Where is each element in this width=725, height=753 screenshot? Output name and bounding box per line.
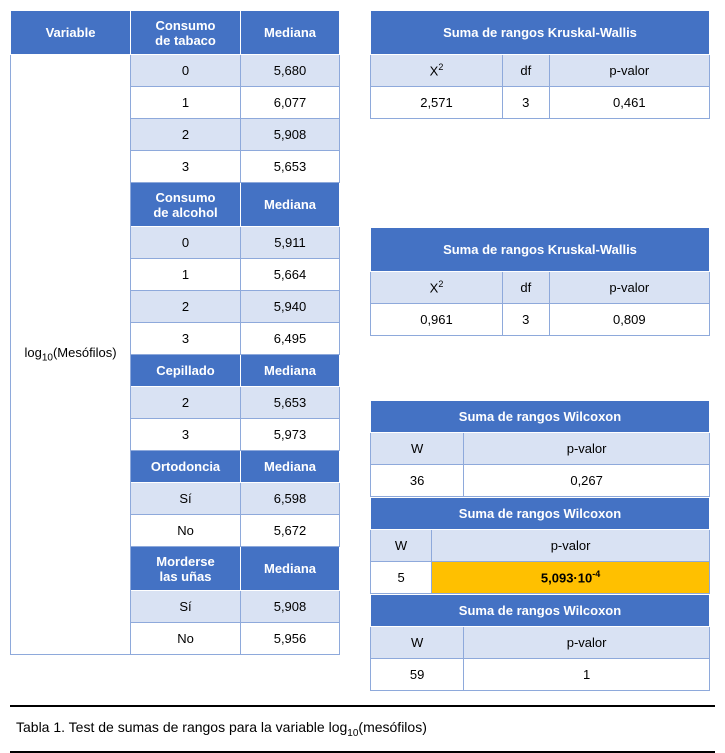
col-mediana-header: Mediana (241, 451, 340, 483)
median-cell: 6,598 (241, 483, 340, 515)
stats-value: 0,267 (464, 465, 710, 497)
variable-value: log10(Mesófilos) (11, 55, 131, 655)
level-cell: No (131, 623, 241, 655)
stats-value: 3 (503, 304, 550, 336)
stats-block: Suma de rangos Kruskal-WallisX2dfp-valor… (370, 10, 710, 119)
stats-col-header: p-valor (464, 433, 710, 465)
stats-title: Suma de rangos Wilcoxon (371, 595, 710, 627)
section-header: Consumode alcohol (131, 183, 241, 227)
stats-value: 2,571 (371, 87, 503, 119)
median-cell: 5,653 (241, 151, 340, 183)
level-cell: Sí (131, 483, 241, 515)
median-cell: 5,680 (241, 55, 340, 87)
level-cell: 1 (131, 87, 241, 119)
level-cell: 2 (131, 387, 241, 419)
level-cell: 3 (131, 323, 241, 355)
col-mediana-header: Mediana (241, 547, 340, 591)
stats-value: 5,093·10-4 (432, 562, 710, 594)
level-cell: 2 (131, 291, 241, 323)
level-cell: 0 (131, 227, 241, 259)
median-cell: 6,495 (241, 323, 340, 355)
stats-value: 0,961 (371, 304, 503, 336)
col-mediana-header: Mediana (241, 355, 340, 387)
level-cell: 1 (131, 259, 241, 291)
section-header: Consumo de tabaco (131, 11, 241, 55)
caption-text: Tabla 1. Test de sumas de rangos para la… (16, 719, 427, 735)
median-cell: 6,077 (241, 87, 340, 119)
stats-block: Suma de rangos WilcoxonWp-valor55,093·10… (370, 497, 710, 594)
col-variable-header: Variable (11, 11, 131, 55)
median-cell: 5,956 (241, 623, 340, 655)
section-header: Cepillado (131, 355, 241, 387)
median-cell: 5,911 (241, 227, 340, 259)
median-cell: 5,940 (241, 291, 340, 323)
median-cell: 5,672 (241, 515, 340, 547)
stats-col-header: p-valor (432, 530, 710, 562)
left-table: VariableConsumo de tabacoMedianalog10(Me… (10, 10, 340, 655)
stats-value: 3 (503, 87, 550, 119)
stats-col-header: p-valor (549, 272, 709, 304)
stats-col-header: df (503, 55, 550, 87)
stats-block: Suma de rangos WilcoxonWp-valor591 (370, 594, 710, 691)
col-mediana-header: Mediana (241, 183, 340, 227)
col-mediana-header: Mediana (241, 11, 340, 55)
spacer (370, 119, 710, 227)
stats-value: 0,809 (549, 304, 709, 336)
level-cell: 3 (131, 151, 241, 183)
stats-col-header: X2 (371, 272, 503, 304)
level-cell: Sí (131, 591, 241, 623)
level-cell: 3 (131, 419, 241, 451)
median-cell: 5,653 (241, 387, 340, 419)
spacer (370, 336, 710, 400)
median-cell: 5,908 (241, 119, 340, 151)
stats-col-header: W (371, 433, 464, 465)
section-header: Ortodoncia (131, 451, 241, 483)
section-header: Morderselas uñas (131, 547, 241, 591)
table-caption: Tabla 1. Test de sumas de rangos para la… (10, 705, 715, 753)
level-cell: 2 (131, 119, 241, 151)
stats-value: 36 (371, 465, 464, 497)
stats-col-header: W (371, 627, 464, 659)
stats-title: Suma de rangos Kruskal-Wallis (371, 228, 710, 272)
stats-col-header: p-valor (549, 55, 709, 87)
stats-block: Suma de rangos Kruskal-WallisX2dfp-valor… (370, 227, 710, 336)
stats-title: Suma de rangos Wilcoxon (371, 498, 710, 530)
stats-title: Suma de rangos Wilcoxon (371, 401, 710, 433)
stats-value: 0,461 (549, 87, 709, 119)
stats-value: 5 (371, 562, 432, 594)
median-cell: 5,664 (241, 259, 340, 291)
stats-col-header: p-valor (464, 627, 710, 659)
median-cell: 5,908 (241, 591, 340, 623)
stats-col-header: W (371, 530, 432, 562)
stats-col-header: X2 (371, 55, 503, 87)
stats-title: Suma de rangos Kruskal-Wallis (371, 11, 710, 55)
level-cell: No (131, 515, 241, 547)
median-cell: 5,973 (241, 419, 340, 451)
stats-col-header: df (503, 272, 550, 304)
stats-block: Suma de rangos WilcoxonWp-valor360,267 (370, 400, 710, 497)
level-cell: 0 (131, 55, 241, 87)
